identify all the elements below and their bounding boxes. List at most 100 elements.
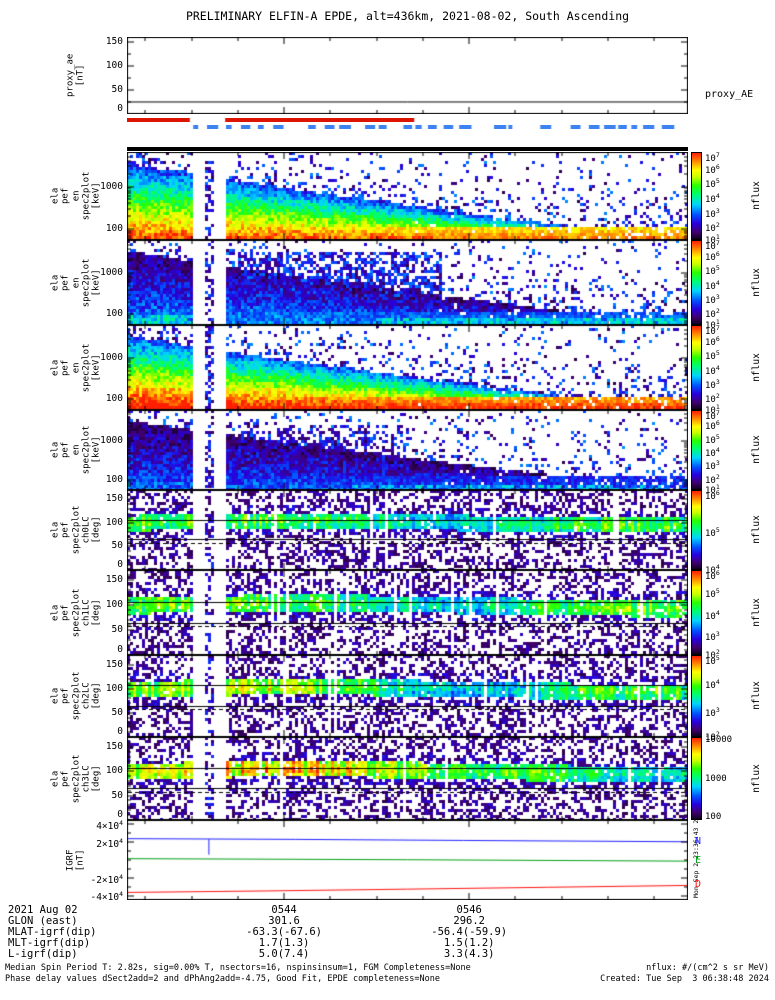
xaxis-row-label-2: MLAT-igrf(dip) (8, 926, 97, 938)
colorbar-tick-ch0-2: 104 (705, 563, 720, 576)
colorbar-ch0 (691, 490, 702, 570)
ytick-igrf-3: -4×104 (90, 890, 123, 904)
ytick-igrf-2: -2×104 (90, 872, 123, 886)
ytick-ch1-2: 50 (111, 624, 123, 635)
ytick-ch0-2: 50 (111, 540, 123, 552)
colorbar-tick-p2-6: 101 (705, 318, 720, 331)
ytick-igrf-1: 2×104 (96, 837, 123, 851)
colorbar-tick-p2-2: 105 (705, 264, 720, 278)
footer-line2: Phase delay values dSect2add=2 and dPhAn… (5, 974, 440, 984)
colorbar-tick-p3-2: 105 (705, 349, 720, 363)
ytick-ch1-3: 0 (117, 644, 123, 655)
colorbar-tick-p1-3: 104 (705, 192, 720, 205)
ytick-ch0-1: 100 (105, 516, 123, 528)
colorbar-tick-p3-5: 102 (705, 391, 720, 405)
colorbar-tick-p4-1: 106 (705, 419, 720, 433)
colorbar-ch2 (691, 655, 702, 737)
colorbar-tick-ch3-1: 1000 (705, 773, 727, 784)
colorbar-tick-ch1-1: 105 (705, 587, 720, 601)
plot-canvas-ch0 (127, 490, 688, 570)
ytick-p3-1: 100 (105, 393, 123, 405)
xaxis-value-4-0: 5.0(7.4) (258, 948, 310, 960)
colorbar-tick-p2-1: 106 (705, 250, 720, 264)
colorbar-tick-p3-1: 106 (705, 335, 720, 349)
colorbar-tick-p4-5: 102 (705, 472, 720, 486)
bar-avail-blue (127, 125, 688, 129)
xaxis-value-2-0: -63.3(-67.6) (246, 926, 323, 938)
ytick-proxy-2: 50 (111, 83, 123, 95)
colorbar-label-p4: nflux (750, 435, 762, 464)
ylabel-text-igrf: IGRF [nT] (65, 849, 86, 871)
colorbar-tick-ch2-3: 102 (705, 730, 720, 743)
footer-line1: Median Spin Period T: 2.82s, sig=0.00% T… (5, 963, 471, 973)
ytick-ch1-1: 100 (105, 599, 123, 610)
colorbar-tick-ch2-1: 104 (705, 678, 720, 692)
colorbar-tick-ch1-3: 103 (705, 629, 720, 643)
plot-canvas-p2 (127, 240, 688, 325)
colorbar-tick-p1-6: 101 (705, 233, 720, 246)
xaxis-row-label-4: L-igrf(dip) (8, 948, 78, 960)
colorbar-tick-ch3-2: 100 (705, 812, 722, 822)
colorbar-tick-ch2-2: 103 (705, 705, 720, 719)
ytick-p4-1: 100 (105, 473, 123, 485)
right-label-proxy: proxy_AE (705, 89, 754, 101)
ytick-p1-0: 1000 (100, 180, 123, 192)
ytick-ch2-3: 0 (117, 726, 123, 737)
ytick-ch0-3: 0 (117, 559, 123, 570)
colorbar-tick-p1-4: 103 (705, 206, 720, 220)
colorbar-tick-p1-2: 105 (705, 177, 720, 191)
plot-canvas-ch3 (127, 737, 688, 820)
xaxis-value-1-1: 296.2 (453, 915, 486, 927)
xaxis-value-3-0: 1.7(1.3) (258, 937, 310, 949)
colorbar-label-ch1: nflux (750, 597, 762, 627)
colorbar-p3 (691, 325, 702, 410)
legend-E: E (695, 855, 702, 867)
ylabel-text-p2: ela pef en spec2plot [keV] (50, 258, 102, 307)
nflux-units-note: nflux: #/(cm^2 s sr MeV) (646, 963, 769, 973)
colorbar-tick-ch1-0: 106 (705, 569, 720, 582)
colorbar-label-p3: nflux (750, 352, 762, 382)
ytick-p1-1: 100 (105, 222, 123, 234)
colorbar-tick-p4-0: 107 (705, 409, 720, 422)
colorbar-label-ch3: nflux (750, 763, 762, 793)
colorbar-p1 (691, 152, 702, 240)
colorbar-tick-p1-1: 106 (705, 162, 720, 176)
ytick-ch3-0: 150 (105, 740, 123, 752)
colorbar-tick-ch3-0: 10000 (705, 735, 733, 745)
ytick-igrf-0: 4×104 (96, 819, 123, 833)
xaxis-row-label-3: MLT-igrf(dip) (8, 937, 91, 949)
ytick-p4-0: 1000 (100, 435, 123, 447)
ytick-ch2-2: 50 (111, 706, 123, 718)
ytick-proxy-3: 0 (117, 103, 123, 114)
colorbar-label-ch2: nflux (750, 681, 762, 710)
plot-canvas-p4 (127, 410, 688, 490)
bar-top-bar (127, 147, 688, 151)
plot-canvas-p3 (127, 325, 688, 410)
colorbar-label-p1: nflux (750, 181, 762, 210)
colorbar-tick-p4-3: 104 (705, 446, 720, 459)
plot-title: PRELIMINARY ELFIN-A EPDE, alt=436km, 202… (185, 9, 630, 23)
ytick-ch3-3: 0 (117, 809, 123, 820)
plot-canvas-p1 (127, 152, 688, 240)
colorbar-tick-p3-0: 107 (705, 324, 720, 337)
plot-canvas-ch2 (127, 655, 688, 737)
xaxis-row-label-1: GLON (east) (8, 915, 78, 927)
colorbar-tick-p3-4: 103 (705, 377, 720, 391)
ylabel-text-p1: ela pef en spec2plot [keV] (50, 171, 102, 221)
ytick-ch2-1: 100 (105, 682, 123, 694)
colorbar-tick-p3-6: 101 (705, 403, 720, 416)
xaxis-value-0-0: 0544 (271, 904, 297, 916)
ylabel-text-p4: ela pef en spec2plot [keV] (50, 425, 102, 475)
colorbar-tick-p4-6: 101 (705, 483, 720, 496)
colorbar-tick-ch1-2: 104 (705, 608, 720, 622)
colorbar-tick-p2-0: 107 (705, 239, 720, 252)
ytick-ch1-0: 150 (105, 574, 123, 585)
colorbar-label-ch0: nflux (750, 515, 762, 544)
plot-canvas-proxy (127, 37, 688, 114)
plot-canvas-igrf (127, 820, 688, 900)
xaxis-value-0-1: 0546 (456, 904, 482, 916)
ytick-proxy-0: 150 (105, 35, 123, 47)
xaxis-value-1-0: 301.6 (268, 915, 300, 927)
legend-D: D (695, 879, 702, 891)
